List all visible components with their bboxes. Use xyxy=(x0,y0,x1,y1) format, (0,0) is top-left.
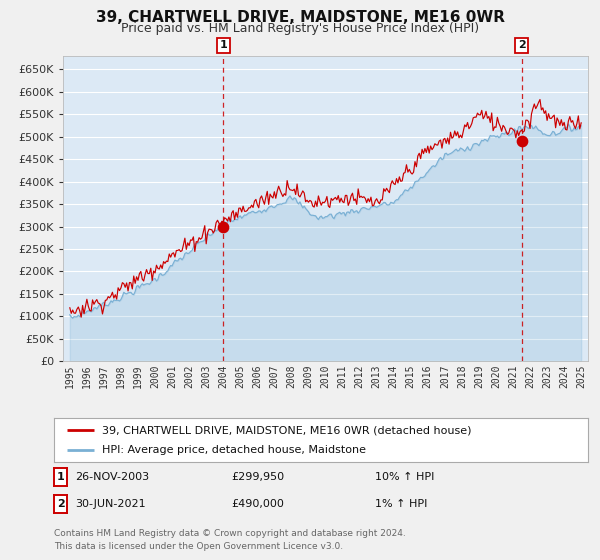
Text: 2025: 2025 xyxy=(576,365,586,389)
Text: 2005: 2005 xyxy=(235,365,245,389)
Text: 2016: 2016 xyxy=(423,365,433,389)
Text: Contains HM Land Registry data © Crown copyright and database right 2024.
This d: Contains HM Land Registry data © Crown c… xyxy=(54,529,406,550)
Text: £299,950: £299,950 xyxy=(231,472,284,482)
Text: 2015: 2015 xyxy=(406,365,416,389)
Text: 2011: 2011 xyxy=(338,365,347,389)
Text: 2021: 2021 xyxy=(508,365,518,389)
Text: 2: 2 xyxy=(518,40,526,50)
Text: 2004: 2004 xyxy=(218,365,228,389)
Text: 2: 2 xyxy=(57,499,64,509)
Text: 39, CHARTWELL DRIVE, MAIDSTONE, ME16 0WR: 39, CHARTWELL DRIVE, MAIDSTONE, ME16 0WR xyxy=(95,10,505,25)
Text: 26-NOV-2003: 26-NOV-2003 xyxy=(75,472,149,482)
Point xyxy=(218,222,228,231)
Text: 2023: 2023 xyxy=(542,365,552,389)
Text: 2018: 2018 xyxy=(457,365,467,389)
Text: 2006: 2006 xyxy=(253,365,262,389)
Text: 2019: 2019 xyxy=(474,365,484,389)
Text: 1: 1 xyxy=(57,472,64,482)
Text: 2017: 2017 xyxy=(440,365,450,389)
Text: 2009: 2009 xyxy=(304,365,313,389)
Text: 2002: 2002 xyxy=(184,365,194,389)
Text: 2024: 2024 xyxy=(559,365,569,389)
Text: 2001: 2001 xyxy=(167,365,177,389)
Text: 2007: 2007 xyxy=(269,365,280,389)
Text: 2012: 2012 xyxy=(355,365,365,389)
Point xyxy=(517,137,526,146)
Text: 39, CHARTWELL DRIVE, MAIDSTONE, ME16 0WR (detached house): 39, CHARTWELL DRIVE, MAIDSTONE, ME16 0WR… xyxy=(102,425,472,435)
Text: 1995: 1995 xyxy=(65,365,75,389)
Text: HPI: Average price, detached house, Maidstone: HPI: Average price, detached house, Maid… xyxy=(102,445,366,455)
Text: 1999: 1999 xyxy=(133,365,143,389)
Text: 1: 1 xyxy=(220,40,227,50)
Text: £490,000: £490,000 xyxy=(231,499,284,509)
Text: 2000: 2000 xyxy=(150,365,160,389)
Text: 30-JUN-2021: 30-JUN-2021 xyxy=(75,499,146,509)
Text: 2010: 2010 xyxy=(320,365,331,389)
Text: 1% ↑ HPI: 1% ↑ HPI xyxy=(375,499,427,509)
Text: 2014: 2014 xyxy=(389,365,398,389)
Text: 1998: 1998 xyxy=(116,365,126,389)
Text: 10% ↑ HPI: 10% ↑ HPI xyxy=(375,472,434,482)
Text: 2020: 2020 xyxy=(491,365,501,389)
Text: 1996: 1996 xyxy=(82,365,92,389)
Text: 2003: 2003 xyxy=(201,365,211,389)
Text: Price paid vs. HM Land Registry's House Price Index (HPI): Price paid vs. HM Land Registry's House … xyxy=(121,22,479,35)
Text: 1997: 1997 xyxy=(99,365,109,389)
Text: 2008: 2008 xyxy=(286,365,296,389)
Text: 2013: 2013 xyxy=(371,365,382,389)
Text: 2022: 2022 xyxy=(525,365,535,389)
